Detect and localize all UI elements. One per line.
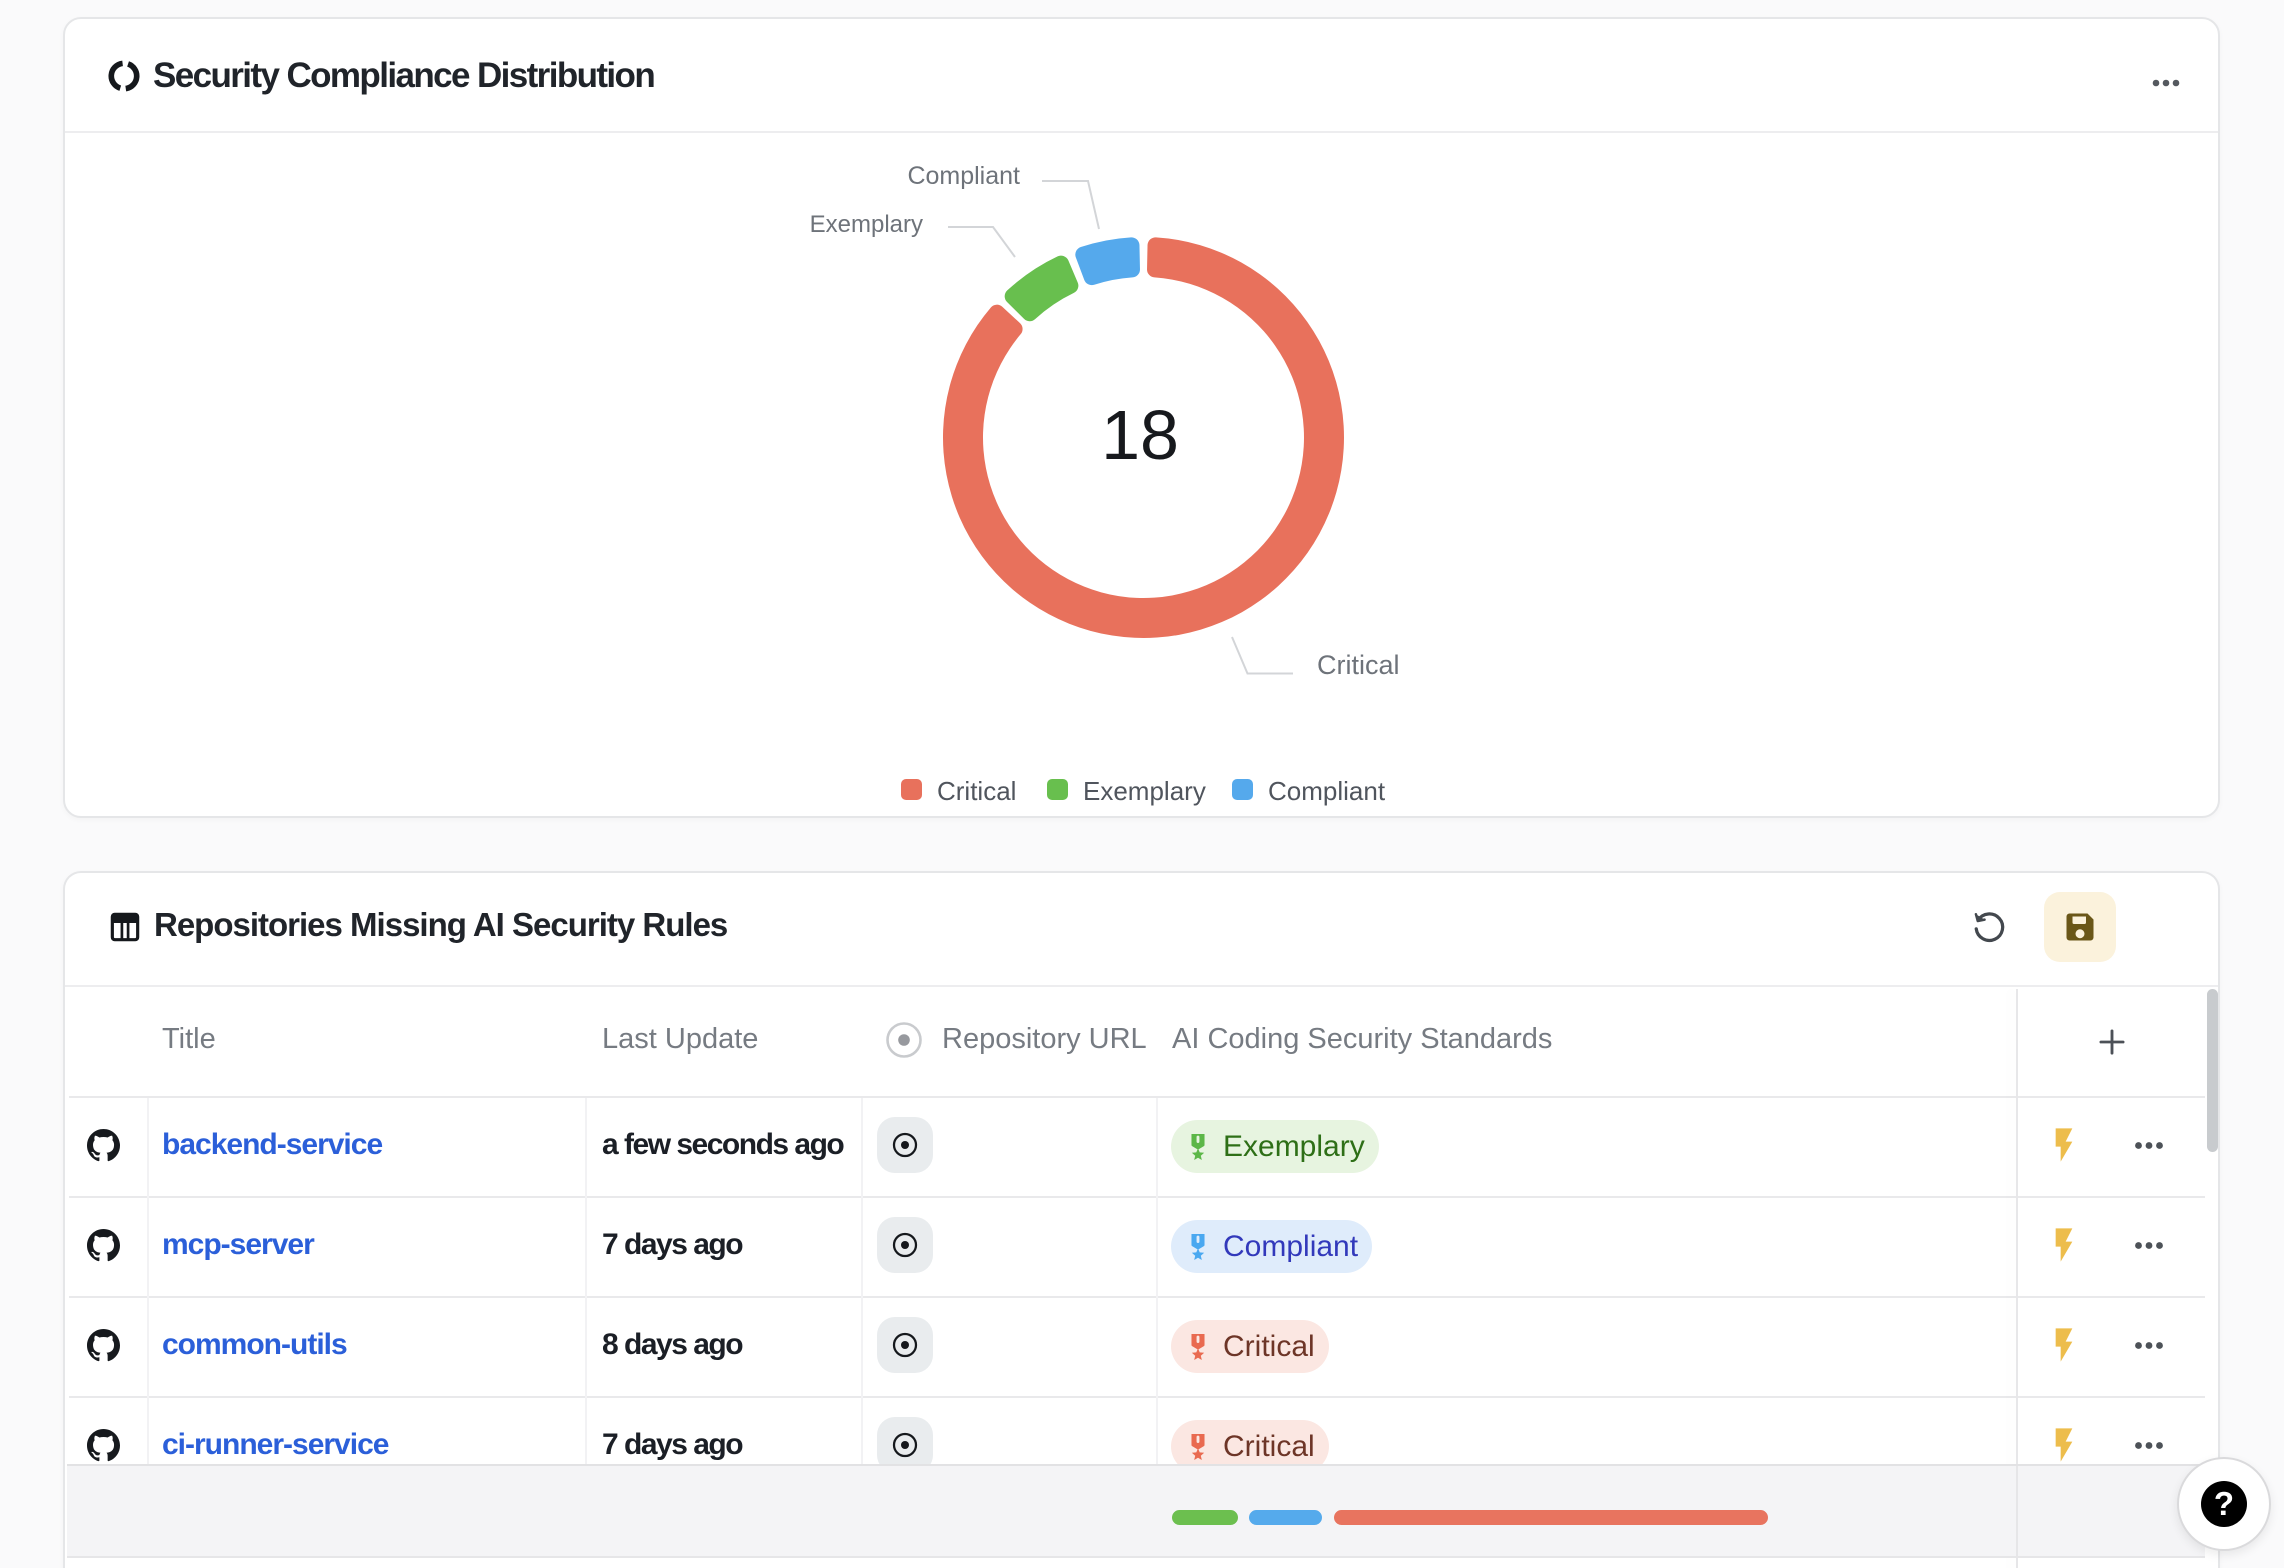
svg-text:18: 18: [1101, 396, 1179, 474]
svg-text:Critical: Critical: [1317, 650, 1400, 680]
svg-text:Exemplary: Exemplary: [810, 211, 923, 238]
svg-text:Compliant: Compliant: [907, 162, 1020, 190]
